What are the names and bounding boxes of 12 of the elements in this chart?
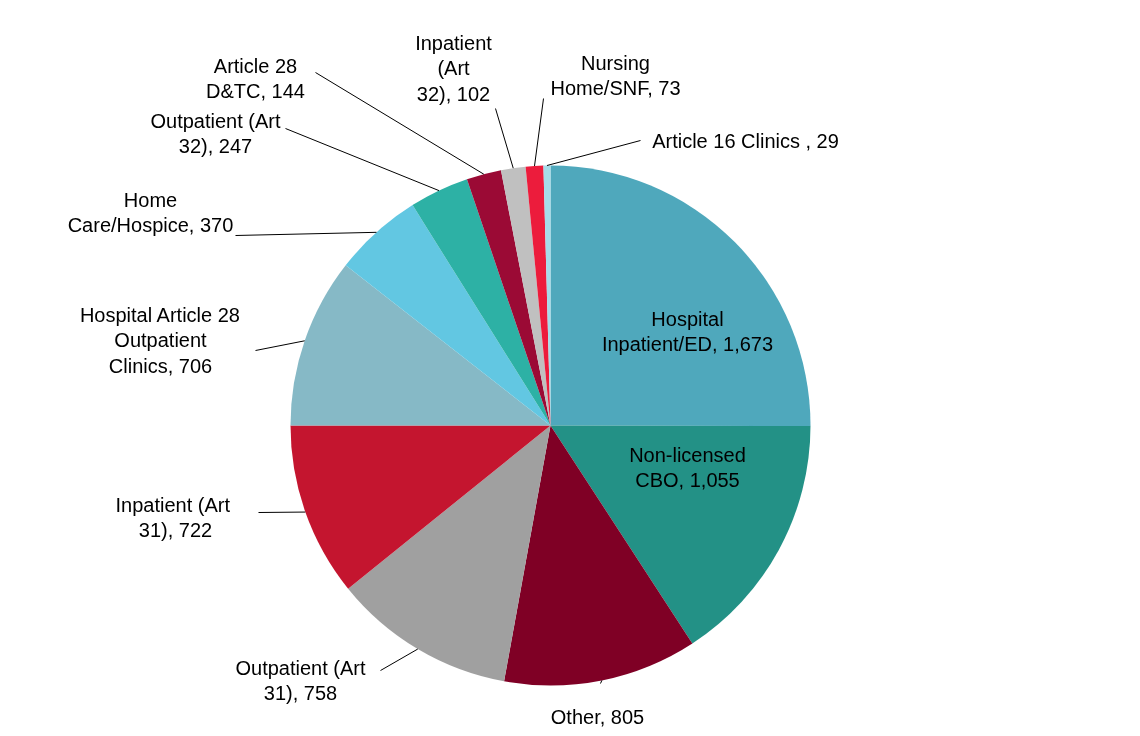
slice-label: Outpatient (Art 32), 247 <box>150 109 281 158</box>
slice-label: Nursing Home/SNF, 73 <box>550 51 681 100</box>
slice-label: Hospital Article 28 Outpatient Clinics, 706 <box>79 304 240 377</box>
slice-label: Hospital Inpatient/ED, 1,673 <box>601 307 774 356</box>
slice-label: Inpatient (Art 32), 102 <box>415 32 493 105</box>
slice-label: Inpatient (Art 31), 722 <box>115 493 231 542</box>
slice-label: Home Care/Hospice, 370 <box>67 188 234 237</box>
slice-label: Article 16 Clinics , 29 <box>652 129 839 152</box>
slice-label: Non-licensed CBO, 1,055 <box>629 443 746 492</box>
slice-label: Other, 805 <box>550 705 645 728</box>
slice-label: Article 28 D&TC, 144 <box>206 54 305 103</box>
slice-label: Outpatient (Art 31), 758 <box>235 656 366 705</box>
